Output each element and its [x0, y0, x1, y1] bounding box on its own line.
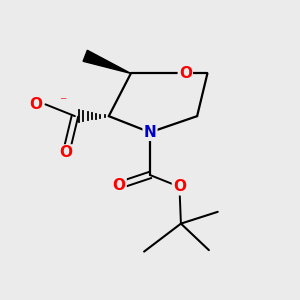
Text: ⁻: ⁻	[59, 95, 66, 109]
Text: O: O	[29, 97, 43, 112]
Text: O: O	[60, 146, 73, 160]
Text: O: O	[112, 178, 126, 193]
Text: O: O	[179, 66, 192, 81]
Polygon shape	[83, 50, 131, 74]
Text: O: O	[173, 179, 186, 194]
Text: N: N	[144, 125, 156, 140]
